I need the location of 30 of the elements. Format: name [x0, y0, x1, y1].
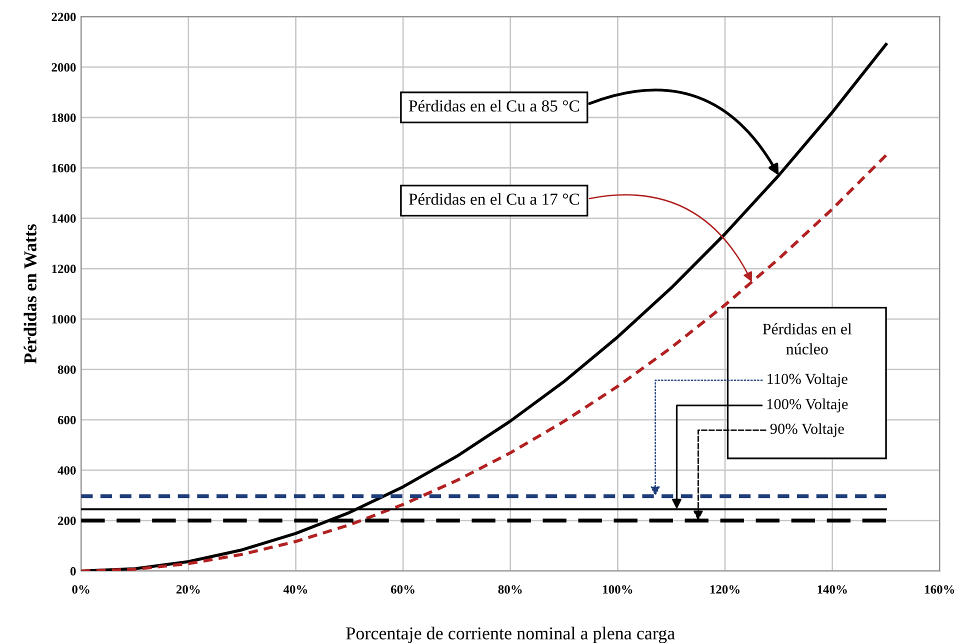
annotation: 90% Voltaje: [770, 423, 844, 438]
y-tick-label: 1000: [52, 315, 76, 324]
y-tick-label: 2200: [52, 12, 76, 22]
x-tick-label: 20%: [176, 585, 200, 594]
annotation: Pérdidas en el Cu a 17 °C: [408, 193, 579, 205]
y-tick-label: 0: [70, 567, 76, 576]
x-axis-title: Porcentaje de corriente nominal a plena carga: [346, 626, 675, 643]
y-tick-label: 800: [58, 365, 76, 374]
y-tick-label: 400: [58, 466, 76, 475]
x-tick-label: 60%: [390, 585, 414, 594]
y-tick-label: 600: [58, 416, 76, 424]
x-tick-label: 120%: [710, 585, 740, 594]
x-tick-label: 160%: [925, 585, 954, 594]
x-tick-label: 0%: [72, 585, 90, 594]
annotation: Pérdidas en el Cu a 85 °C: [408, 100, 579, 112]
x-tick-label: 40%: [283, 585, 308, 594]
x-tick-label: 100%: [603, 585, 632, 594]
annotation: Pérdidas en el núcleo: [762, 323, 852, 354]
y-axis-title: Pérdidas en Watts: [24, 224, 37, 364]
line-series: [81, 154, 888, 571]
annotation: 110% Voltaje: [768, 373, 848, 388]
x-tick-label: 80%: [498, 585, 522, 594]
y-tick-label: 1400: [52, 214, 76, 223]
x-tick-label: 140%: [818, 585, 847, 594]
annotation: 100% Voltaje: [767, 398, 848, 412]
y-tick-label: 1800: [52, 114, 76, 122]
y-tick-label: 2000: [52, 63, 76, 72]
y-tick-label: 1200: [52, 264, 76, 274]
y-tick-label: 1600: [52, 164, 76, 172]
y-tick-label: 200: [58, 516, 76, 526]
